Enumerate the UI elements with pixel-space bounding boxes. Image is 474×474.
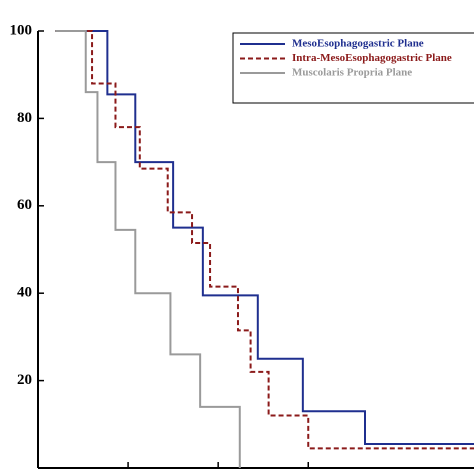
km-curve [55,30,241,468]
y-tick-label: 100 [10,22,33,38]
y-tick-label: 40 [17,285,32,301]
km-curve [55,30,474,445]
legend-label: Muscolaris Propria Plane [292,67,412,79]
y-tick-label: 20 [17,372,32,388]
y-tick-label: 80 [17,110,32,126]
y-tick-label: 60 [17,197,32,213]
legend-label: Intra-MesoEsophagogastric Plane [292,52,452,64]
km-curve [55,30,474,450]
legend: MesoEsophagogastric Plane Intra-MesoEsoph… [232,32,474,104]
legend-label: MesoEsophagogastric Plane [292,38,424,50]
